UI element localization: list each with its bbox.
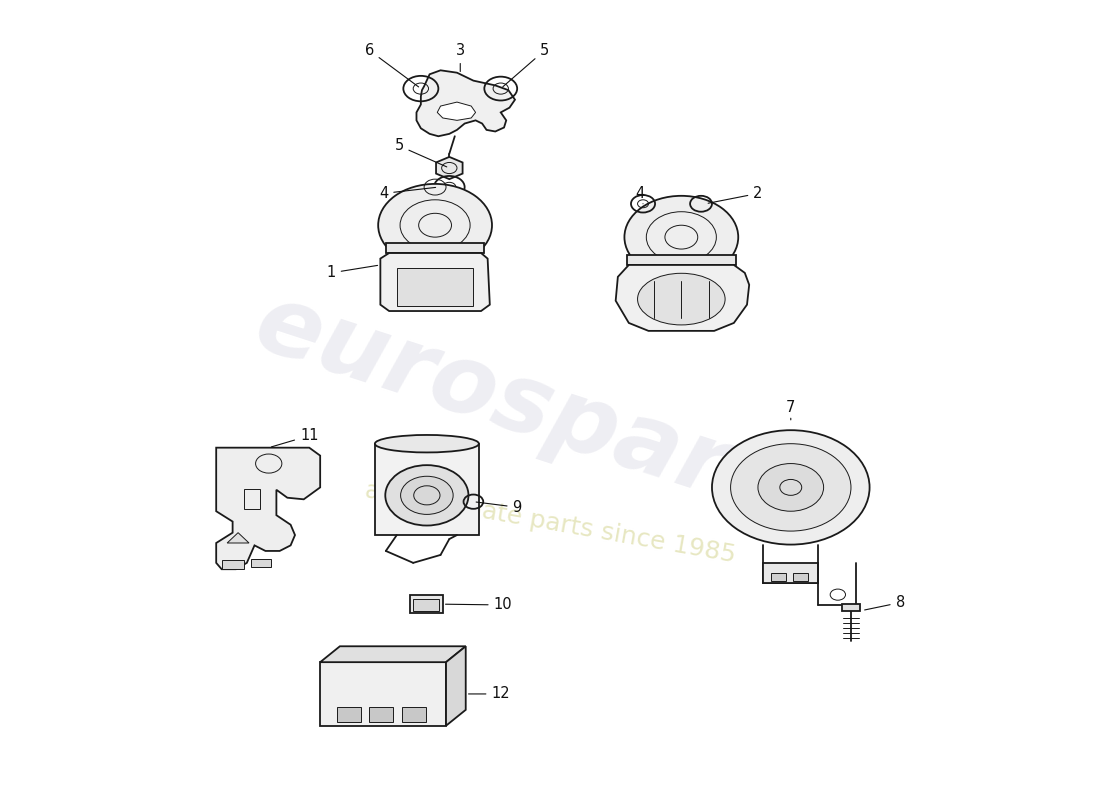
Polygon shape bbox=[436, 157, 463, 179]
Text: eurospares: eurospares bbox=[243, 277, 857, 555]
Text: 7: 7 bbox=[786, 401, 795, 420]
Bar bbox=[386, 243, 484, 253]
Bar bbox=[843, 604, 860, 610]
Circle shape bbox=[625, 196, 738, 278]
Ellipse shape bbox=[375, 435, 478, 453]
Circle shape bbox=[400, 476, 453, 514]
Text: 3: 3 bbox=[455, 43, 465, 71]
Polygon shape bbox=[320, 646, 465, 662]
Text: 5: 5 bbox=[503, 43, 549, 86]
Circle shape bbox=[712, 430, 870, 545]
Polygon shape bbox=[227, 533, 249, 543]
Ellipse shape bbox=[638, 274, 725, 325]
Bar bbox=[251, 559, 271, 567]
Bar bbox=[222, 560, 243, 570]
Text: 4: 4 bbox=[379, 186, 436, 201]
Circle shape bbox=[378, 184, 492, 266]
Bar bbox=[793, 573, 808, 581]
Bar bbox=[375, 444, 478, 535]
Bar bbox=[320, 662, 446, 726]
Text: 10: 10 bbox=[446, 598, 513, 613]
Text: 11: 11 bbox=[272, 428, 319, 447]
Text: 5: 5 bbox=[394, 138, 447, 167]
Text: 8: 8 bbox=[865, 595, 905, 610]
Bar bbox=[370, 707, 394, 722]
Bar bbox=[771, 573, 786, 581]
Polygon shape bbox=[417, 70, 515, 136]
Bar bbox=[410, 595, 442, 613]
Polygon shape bbox=[217, 448, 320, 570]
Circle shape bbox=[730, 444, 851, 531]
Bar bbox=[403, 707, 427, 722]
Text: 4: 4 bbox=[635, 186, 645, 204]
Polygon shape bbox=[616, 265, 749, 331]
Text: 6: 6 bbox=[365, 43, 419, 87]
Polygon shape bbox=[438, 102, 475, 120]
Bar bbox=[243, 489, 260, 509]
Text: 12: 12 bbox=[469, 686, 510, 702]
Polygon shape bbox=[381, 253, 490, 311]
Bar bbox=[414, 599, 440, 610]
Text: 9: 9 bbox=[476, 500, 521, 514]
Circle shape bbox=[758, 463, 824, 511]
Text: a passionate parts since 1985: a passionate parts since 1985 bbox=[363, 478, 737, 568]
Bar bbox=[397, 268, 473, 306]
Polygon shape bbox=[446, 646, 465, 726]
Text: 2: 2 bbox=[708, 186, 762, 203]
Bar bbox=[627, 255, 736, 265]
Bar bbox=[763, 563, 818, 582]
Text: 1: 1 bbox=[327, 266, 377, 280]
Bar bbox=[337, 707, 361, 722]
Circle shape bbox=[385, 465, 469, 526]
